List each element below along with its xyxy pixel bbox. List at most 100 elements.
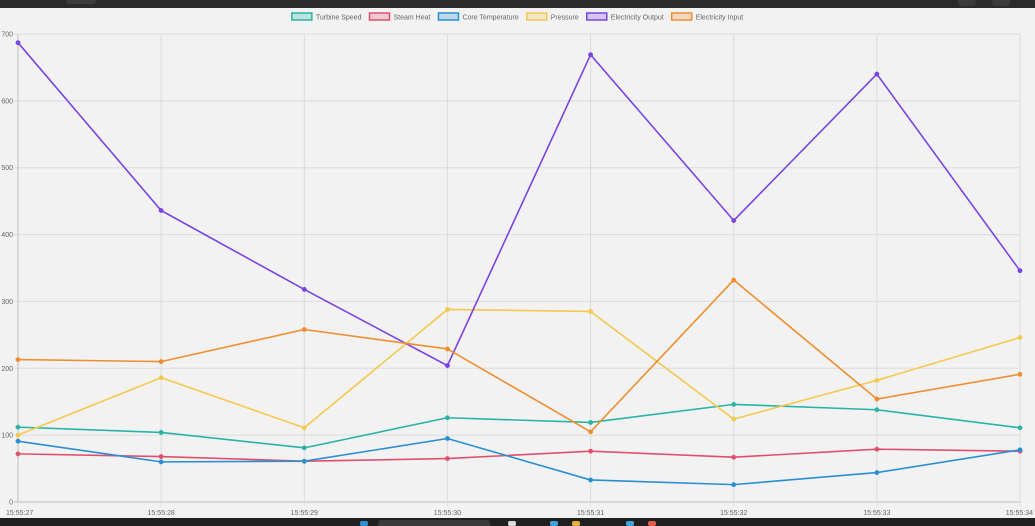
legend-label: Pressure: [551, 15, 579, 22]
data-point: [731, 454, 737, 460]
legend-swatch: [586, 12, 608, 21]
series-line: [17, 308, 1021, 436]
data-point: [158, 375, 164, 381]
data-point: [444, 415, 450, 421]
y-tick-label: 200: [1, 366, 13, 373]
data-point: [731, 277, 737, 283]
data-point: [874, 407, 880, 413]
x-tick-label: 15:55:31: [577, 510, 604, 517]
chart-legend: Turbine Speed Steam Heat Core Temperature P…: [291, 12, 744, 22]
x-tick-label: 15:55:27: [6, 510, 33, 517]
toolbar-button-left[interactable]: [958, 0, 976, 6]
folder-icon[interactable]: [572, 521, 580, 526]
series-line: [17, 448, 1021, 463]
data-point: [444, 456, 450, 461]
x-tick-label: 15:55:30: [434, 510, 461, 517]
legend-item: Pressure: [526, 12, 579, 22]
data-point: [15, 451, 21, 457]
series-electricity-output: [15, 40, 1023, 369]
data-point: [158, 359, 164, 365]
data-point: [1017, 371, 1023, 377]
data-point: [588, 309, 594, 314]
data-point: [1017, 268, 1023, 274]
y-tick-label: 300: [1, 299, 13, 306]
data-point: [874, 71, 880, 77]
x-tick-label: 15:55:33: [863, 510, 890, 517]
y-tick-label: 600: [1, 98, 13, 105]
series-core-temperature: [15, 436, 1023, 488]
app-icon[interactable]: [626, 521, 634, 526]
data-point: [301, 425, 307, 431]
data-point: [444, 346, 450, 352]
y-tick-label: 0: [9, 500, 13, 507]
x-tick-label: 15:55:34: [1006, 510, 1033, 517]
chrome-icon[interactable]: [648, 521, 656, 526]
data-point: [158, 459, 164, 465]
legend-swatch: [670, 12, 693, 21]
legend-item: Electricity Output: [586, 12, 664, 22]
y-tick-label: 500: [1, 165, 13, 172]
series-steam-heat: [15, 446, 1023, 464]
x-tick-label: 15:55:32: [720, 510, 747, 517]
data-point: [588, 448, 594, 454]
series-line: [17, 279, 1021, 433]
chart-grid: [14, 33, 1021, 506]
data-point: [731, 482, 737, 488]
legend-label: Turbine Speed: [316, 15, 362, 22]
data-point: [588, 429, 594, 435]
taskview-icon[interactable]: [508, 521, 516, 526]
legend-label: Steam Heat: [394, 15, 431, 22]
start-icon[interactable]: [360, 521, 368, 526]
data-point: [301, 327, 307, 332]
legend-swatch: [437, 12, 460, 21]
series-line: [17, 437, 1021, 486]
legend-label: Electricity Output: [611, 15, 664, 22]
data-point: [301, 286, 307, 292]
data-point: [301, 458, 307, 464]
data-point: [731, 401, 737, 407]
legend-item: Core Temperature: [437, 12, 519, 22]
data-point: [731, 416, 737, 422]
edge-icon[interactable]: [550, 521, 558, 526]
data-point: [1017, 447, 1023, 453]
data-point: [158, 430, 164, 435]
data-point: [874, 446, 880, 452]
data-point: [15, 438, 21, 444]
data-point: [15, 40, 21, 46]
data-point: [444, 307, 450, 312]
data-point: [301, 445, 307, 451]
series-turbine-speed: [15, 401, 1023, 451]
data-point: [158, 208, 164, 213]
data-point: [731, 218, 737, 223]
data-point: [588, 52, 594, 58]
series-line: [17, 403, 1021, 449]
legend-swatch: [526, 12, 548, 21]
data-point: [444, 436, 450, 441]
browser-tab[interactable]: [66, 0, 96, 4]
data-point: [874, 470, 880, 476]
toolbar-button-right[interactable]: [992, 0, 1010, 6]
legend-swatch: [291, 12, 313, 21]
legend-item: Electricity Input: [670, 12, 744, 22]
y-tick-label: 700: [1, 32, 13, 39]
data-point: [1017, 425, 1023, 431]
data-point: [588, 477, 594, 483]
chart-series: [15, 40, 1023, 488]
legend-label: Core Temperature: [462, 15, 518, 22]
browser-top-bar: [0, 0, 1035, 8]
data-point: [158, 454, 164, 459]
series-pressure: [15, 307, 1023, 438]
data-point: [874, 377, 880, 383]
x-tick-label: 15:55:29: [291, 510, 318, 517]
y-tick-label: 400: [1, 232, 13, 239]
os-taskbar: [0, 518, 1035, 526]
data-point: [15, 424, 21, 430]
x-tick-label: 15:55:28: [148, 510, 175, 517]
legend-label: Electricity Input: [696, 15, 744, 22]
taskbar-search[interactable]: [378, 520, 490, 526]
data-point: [444, 363, 450, 369]
legend-item: Steam Heat: [368, 12, 431, 22]
y-axis: 0 100 200 300 400 500 600 700: [1, 32, 13, 507]
legend-swatch: [368, 12, 391, 21]
x-axis: 15:55:27 15:55:28 15:55:29 15:55:30 15:55:31…: [6, 510, 1033, 517]
